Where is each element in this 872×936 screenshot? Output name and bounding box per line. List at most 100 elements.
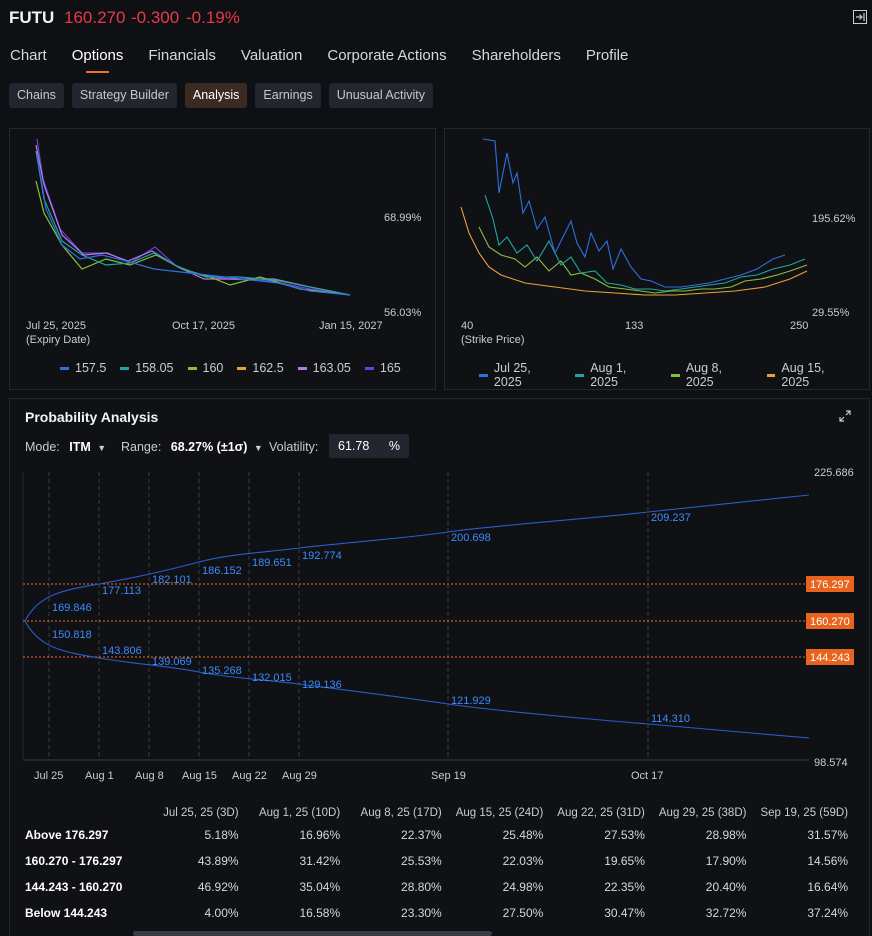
lower-label: 150.818 [52, 629, 92, 641]
legend-label: Aug 15, 2025 [781, 361, 825, 389]
price-tag-current: 160.270 [810, 616, 850, 628]
range-label: Range: [121, 440, 162, 454]
series-line-158-05 [35, 150, 351, 296]
table-row: 160.270 - 176.297 43.89% 31.42% 25.53% 2… [25, 848, 848, 874]
legend-label: 163.05 [312, 361, 351, 375]
exit-icon[interactable] [853, 10, 867, 24]
legend-item[interactable]: 158.05 [120, 361, 174, 375]
upper-label: 182.101 [152, 574, 192, 586]
subtab-unusual-activity[interactable]: Unusual Activity [328, 83, 433, 108]
row-label: 160.270 - 176.297 [25, 854, 123, 868]
upper-label: 209.237 [651, 512, 691, 524]
cone-upper-labels: 169.846 177.113 182.101 186.152 189.651 … [52, 512, 691, 614]
x-tick: Aug 1 [85, 770, 114, 782]
legend-item[interactable]: 160 [187, 361, 224, 375]
x-tick: Jul 25 [34, 770, 63, 782]
table-cell: 24.98% [502, 880, 544, 894]
legend-item[interactable]: Aug 8, 2025 [670, 361, 753, 389]
cone-upper-line [24, 494, 810, 622]
row-label: Below 144.243 [25, 906, 108, 920]
iv-skew-legend: Jul 25, 2025 Aug 1, 2025 Aug 8, 2025 Aug… [479, 361, 869, 389]
vertical-gridlines [48, 472, 649, 760]
chevron-down-icon: ▼ [97, 443, 107, 453]
tab-financials[interactable]: Financials [148, 47, 216, 64]
volatility-input[interactable]: 61.78 % [329, 434, 409, 458]
legend-item[interactable]: 163.05 [297, 361, 351, 375]
y-label-top: 225.686 [814, 467, 854, 479]
legend-item[interactable]: Aug 1, 2025 [575, 361, 657, 389]
horizontal-scrollbar[interactable] [133, 931, 492, 936]
table-cell: 37.24% [807, 906, 849, 920]
x-tick: Aug 22 [232, 770, 267, 782]
mode-label: Mode: [25, 440, 60, 454]
table-cell: 14.56% [807, 854, 849, 868]
range-control[interactable]: Range: 68.27% (±1σ) ▼ [121, 440, 263, 454]
upper-label: 186.152 [202, 565, 242, 577]
tab-chart[interactable]: Chart [10, 47, 47, 64]
table-cell: 22.37% [401, 828, 442, 842]
lower-label: 139.069 [152, 656, 192, 668]
tab-profile[interactable]: Profile [585, 47, 629, 64]
tab-options[interactable]: Options [71, 47, 124, 73]
series-line-163-05 [35, 144, 351, 296]
table-cell: 16.64% [807, 880, 849, 894]
column-header: Jul 25, 25 (3D) [163, 807, 239, 819]
iv-term-structure-chart: 68.99% 56.03% Jul 25, 2025 (Expiry Date)… [26, 138, 422, 346]
volatility-value: 61.78 [338, 439, 370, 453]
last-price: 160.270 [64, 8, 126, 27]
table-cell: 22.03% [502, 854, 544, 868]
tab-valuation[interactable]: Valuation [240, 47, 303, 64]
probability-panel [9, 398, 870, 936]
upper-label: 169.846 [52, 602, 92, 614]
x-tick: Aug 15 [182, 770, 217, 782]
range-value: 68.27% (±1σ) [170, 440, 248, 454]
mode-control[interactable]: Mode: ITM ▼ [25, 440, 106, 454]
legend-label: 165 [379, 361, 401, 375]
x-tick: Aug 29 [282, 770, 317, 782]
table-cell: 46.92% [197, 880, 239, 894]
legend-item[interactable]: 157.5 [60, 361, 106, 375]
table-row: 144.243 - 160.270 46.92% 35.04% 28.80% 2… [25, 874, 848, 900]
row-label: 144.243 - 160.270 [25, 880, 123, 894]
table-cell: 4.00% [204, 906, 239, 920]
y-label-bottom: 29.55% [812, 307, 850, 319]
y-label-bottom: 56.03% [384, 307, 422, 319]
upper-label: 177.113 [102, 585, 141, 597]
subtab-strategy-builder[interactable]: Strategy Builder [71, 83, 177, 108]
main-nav: Chart Options Financials Valuation Corpo… [10, 47, 653, 73]
table-cell: 17.90% [705, 854, 747, 868]
legend-item[interactable]: Aug 15, 2025 [766, 361, 856, 389]
subtab-earnings[interactable]: Earnings [255, 83, 321, 108]
lower-label: 114.310 [651, 713, 690, 725]
legend-label: 162.5 [252, 361, 284, 375]
subtab-chains[interactable]: Chains [9, 83, 64, 108]
lower-label: 143.806 [102, 645, 142, 657]
legend-item[interactable]: 162.5 [237, 361, 284, 375]
x-axis-unit: (Expiry Date) [26, 334, 90, 346]
series-line-160 [35, 180, 351, 296]
table-cell: 32.72% [705, 906, 747, 920]
series-line-aug-15 [460, 206, 808, 296]
legend-label: 160 [202, 361, 224, 375]
expand-icon[interactable] [838, 409, 852, 423]
table-cell: 31.57% [807, 828, 849, 842]
iv-term-lines [35, 138, 351, 296]
cone-lower-labels: 150.818 143.806 139.069 135.268 132.015 … [52, 629, 690, 725]
y-label-top: 195.62% [812, 213, 856, 225]
legend-item[interactable]: Jul 25, 2025 [479, 361, 561, 389]
table-cell: 16.58% [299, 906, 341, 920]
legend-item[interactable]: 165 [364, 361, 401, 375]
x-tick-1: 40 [461, 320, 473, 332]
table-cell: 16.96% [299, 828, 341, 842]
y-label-top: 68.99% [384, 212, 422, 224]
options-subtabs: Chains Strategy Builder Analysis Earning… [9, 83, 441, 108]
symbol: FUTU [9, 8, 55, 27]
series-line-aug-1 [484, 194, 806, 292]
table-row: Above 176.297 5.18% 16.96% 22.37% 25.48%… [25, 822, 848, 848]
tab-corporate-actions[interactable]: Corporate Actions [327, 47, 447, 64]
lower-label: 135.268 [202, 665, 242, 677]
tab-shareholders[interactable]: Shareholders [471, 47, 561, 64]
series-line-aug-8 [478, 226, 808, 294]
subtab-analysis[interactable]: Analysis [184, 83, 248, 108]
table-cell: 25.48% [502, 828, 544, 842]
